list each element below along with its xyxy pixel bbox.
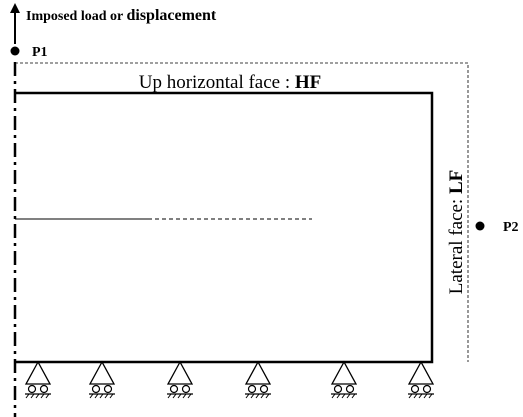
support — [407, 361, 435, 399]
top-label-bold: displacement — [126, 7, 216, 24]
point-p2 — [475, 221, 485, 231]
outer-boundary — [15, 62, 469, 362]
hf-text: Up horizontal face : — [139, 72, 295, 93]
point-p1 — [10, 46, 20, 56]
lf-text: Lateral face: — [446, 194, 467, 294]
top-label-text: Imposed load or — [26, 9, 126, 24]
lateral-face-label: Lateral face: LF — [446, 170, 467, 294]
horizontal-face-label: Up horizontal face : HF — [139, 72, 322, 93]
specimen — [15, 91, 434, 364]
support — [88, 361, 116, 399]
p1-label: P1 — [32, 45, 48, 60]
support — [166, 361, 194, 399]
lf-abbr: LF — [446, 170, 467, 194]
hf-abbr: HF — [295, 72, 321, 93]
p2-label: P2 — [503, 220, 519, 235]
arrow-head — [10, 3, 20, 13]
support — [244, 361, 272, 399]
top-label: Imposed load or displacement — [26, 7, 217, 24]
support — [24, 361, 52, 399]
support — [330, 361, 358, 399]
